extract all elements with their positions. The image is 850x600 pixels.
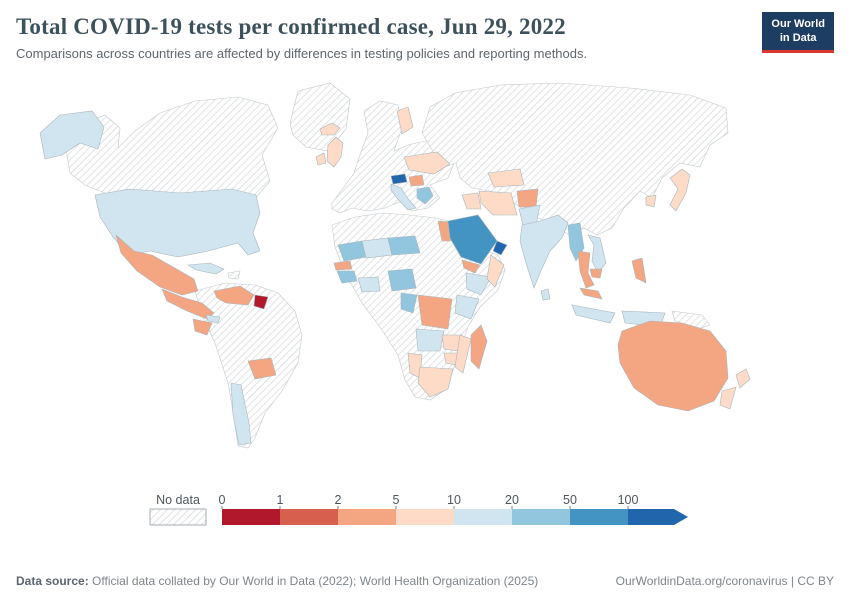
legend-tick-4: 10 — [447, 493, 461, 507]
legend-segment-6[interactable] — [570, 509, 628, 525]
country-italy[interactable] — [390, 183, 417, 211]
country-united-kingdom[interactable] — [326, 136, 344, 168]
country-bolivia[interactable] — [247, 357, 277, 380]
country-new-zealand-south[interactable] — [719, 386, 737, 410]
country-mali[interactable] — [361, 237, 393, 259]
landmass-greenland-no-data[interactable] — [289, 82, 351, 152]
legend-tick-2: 2 — [335, 493, 342, 507]
map-legend: No data 0 1 2 5 10 20 50 100 — [142, 492, 850, 535]
country-chile[interactable] — [230, 382, 252, 446]
legend-segment-5[interactable] — [512, 509, 570, 525]
country-vietnam[interactable] — [587, 234, 607, 274]
owid-logo-line2: in Data — [779, 32, 817, 45]
legend-tick-0: 0 — [219, 493, 226, 507]
landmass-south-america-no-data[interactable] — [194, 282, 303, 449]
landmass-papua-new-guinea-no-data[interactable] — [671, 310, 711, 330]
footer-license-link[interactable]: CC BY — [797, 574, 834, 588]
country-sri-lanka[interactable] — [540, 288, 551, 301]
country-ireland[interactable] — [315, 152, 327, 166]
footer-site-link[interactable]: OurWorldinData.org/coronavirus — [615, 574, 788, 588]
country-afghanistan[interactable] — [516, 188, 539, 208]
chart-footer: Data source: Official data collated by O… — [0, 574, 850, 600]
country-greece[interactable] — [416, 186, 434, 205]
country-dr-congo[interactable] — [417, 294, 453, 330]
owid-logo-line1: Our World — [771, 18, 825, 30]
country-serbia[interactable] — [408, 174, 425, 187]
country-cambodia[interactable] — [589, 268, 603, 279]
country-saudi-arabia[interactable] — [447, 214, 498, 265]
legend-segment-2[interactable] — [338, 509, 396, 525]
country-uzbekistan[interactable] — [487, 168, 525, 188]
country-cuba[interactable] — [187, 262, 225, 275]
country-philippines[interactable] — [631, 257, 647, 284]
country-indonesia-west[interactable] — [571, 304, 616, 324]
legend-segment-0[interactable] — [222, 509, 280, 525]
footer-source-label: Data source: — [16, 574, 89, 588]
country-japan[interactable] — [669, 168, 691, 212]
country-australia[interactable] — [617, 320, 729, 412]
country-guinea[interactable] — [336, 270, 358, 284]
country-cameroon[interactable] — [400, 292, 418, 314]
country-venezuela[interactable] — [213, 285, 255, 306]
country-nigeria[interactable] — [387, 268, 417, 292]
legend-tick-6: 50 — [563, 493, 577, 507]
country-south-korea[interactable] — [645, 194, 657, 208]
footer-source: Data source: Official data collated by O… — [16, 574, 538, 588]
legend-tick-3: 5 — [393, 493, 400, 507]
legend-segment-4[interactable] — [454, 509, 512, 525]
country-mozambique[interactable] — [454, 334, 472, 374]
country-mexico[interactable] — [115, 234, 199, 296]
landmass-hispaniola-no-data[interactable] — [227, 270, 241, 280]
country-somalia[interactable] — [486, 254, 505, 288]
legend-segment-7-arrow[interactable] — [628, 509, 688, 525]
legend-tick-7: 100 — [618, 493, 639, 507]
world-map — [10, 71, 850, 486]
country-finland[interactable] — [396, 106, 414, 135]
country-iraq[interactable] — [461, 192, 482, 210]
legend-no-data-label: No data — [156, 493, 200, 507]
country-new-zealand-north[interactable] — [735, 368, 751, 389]
legend-segment-3[interactable] — [396, 509, 454, 525]
owid-logo[interactable]: Our World in Data — [762, 12, 834, 53]
country-suriname[interactable] — [253, 294, 269, 310]
country-south-africa[interactable] — [417, 366, 454, 398]
footer-source-text: Official data collated by Our World in D… — [88, 574, 539, 588]
page-subtitle: Comparisons across countries are affecte… — [16, 46, 588, 61]
country-yemen[interactable] — [461, 259, 481, 274]
legend-tick-1: 1 — [277, 493, 284, 507]
legend-no-data-swatch[interactable] — [149, 508, 207, 526]
landmass-eurasia-no-data[interactable] — [421, 82, 729, 236]
page-title: Total COVID-19 tests per confirmed case,… — [16, 14, 566, 39]
country-iceland[interactable] — [319, 122, 341, 136]
country-malaysia[interactable] — [579, 287, 603, 300]
country-panama[interactable] — [205, 314, 221, 324]
legend-segment-1[interactable] — [280, 509, 338, 525]
country-niger[interactable] — [387, 235, 421, 256]
country-india[interactable] — [519, 214, 569, 289]
country-alaska-united-states[interactable] — [39, 110, 105, 160]
chart-header: Total COVID-19 tests per confirmed case,… — [0, 0, 850, 61]
footer-links: OurWorldinData.org/coronavirus | CC BY — [616, 574, 834, 588]
legend-tick-5: 20 — [505, 493, 519, 507]
country-ethiopia[interactable] — [465, 272, 492, 296]
country-iran[interactable] — [478, 190, 518, 216]
country-ecuador[interactable] — [192, 318, 213, 336]
country-thailand[interactable] — [577, 250, 595, 289]
country-cote-divoire[interactable] — [357, 276, 381, 293]
country-angola[interactable] — [415, 328, 445, 352]
country-poland-ukraine[interactable] — [403, 151, 451, 175]
footer-separator: | — [787, 574, 798, 588]
country-austria[interactable] — [390, 173, 408, 185]
country-madagascar[interactable] — [470, 324, 488, 370]
country-senegal[interactable] — [333, 260, 353, 271]
country-uae-oman[interactable] — [492, 240, 508, 256]
country-kenya[interactable] — [454, 294, 480, 320]
